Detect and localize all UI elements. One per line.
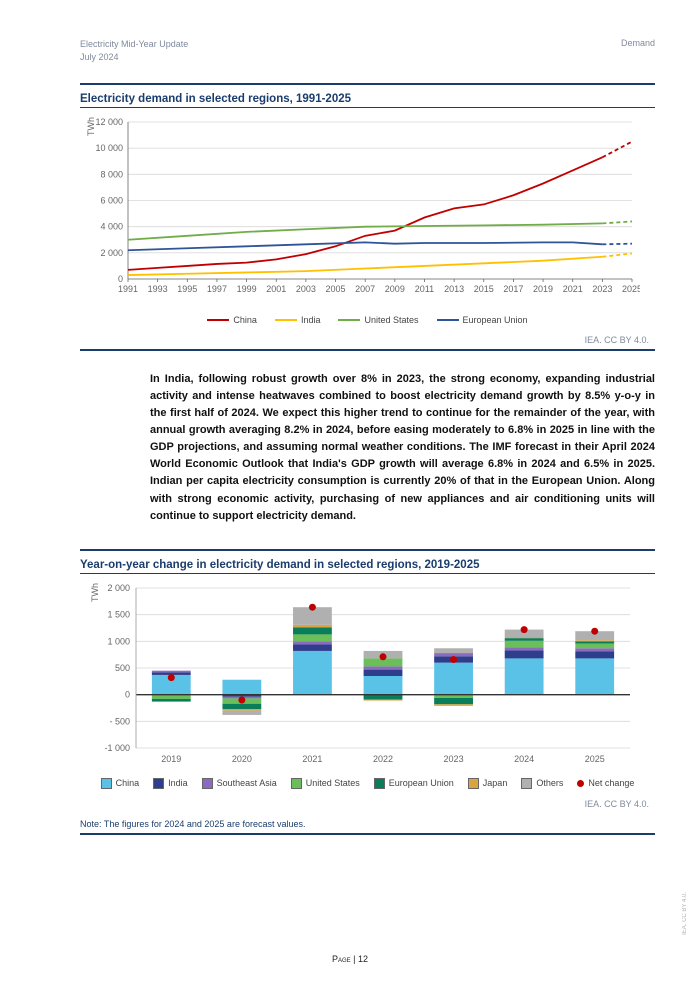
svg-text:2025: 2025 — [622, 284, 640, 294]
svg-text:10 000: 10 000 — [95, 143, 123, 153]
svg-text:2019: 2019 — [533, 284, 553, 294]
svg-text:1999: 1999 — [237, 284, 257, 294]
page-header: Electricity Mid-Year Update July 2024 De… — [80, 38, 655, 63]
svg-text:1995: 1995 — [177, 284, 197, 294]
svg-text:TWh: TWh — [86, 117, 96, 136]
svg-text:1991: 1991 — [118, 284, 138, 294]
legend-item: China — [101, 778, 140, 789]
legend-item: Net change — [577, 778, 634, 789]
page-number: Page | 12 — [0, 954, 700, 964]
svg-text:2023: 2023 — [444, 754, 464, 764]
legend-item: China — [207, 315, 257, 325]
side-attribution: IEA. CC BY 4.0. — [682, 892, 688, 935]
svg-text:2021: 2021 — [563, 284, 583, 294]
chart1-legend: China India United States European Union — [80, 315, 655, 325]
legend-item: India — [275, 315, 321, 325]
chart1-title: Electricity demand in selected regions, … — [80, 89, 655, 107]
svg-text:2025: 2025 — [585, 754, 605, 764]
chart2: -1 000 - 500 0 500 1 000 1 500 2 000 TWh 2019 202… — [80, 582, 655, 789]
svg-text:0: 0 — [118, 274, 123, 284]
chart2-legend: China India Southeast Asia United States Eur… — [80, 778, 655, 789]
svg-text:2003: 2003 — [296, 284, 316, 294]
legend-item: United States — [291, 778, 360, 789]
legend-item: European Union — [437, 315, 528, 325]
svg-text:2007: 2007 — [355, 284, 375, 294]
forecast-note: Note: The figures for 2024 and 2025 are … — [80, 813, 655, 833]
legend-item: Japan — [468, 778, 508, 789]
doc-title: Electricity Mid-Year Update — [80, 38, 188, 51]
svg-text:0: 0 — [125, 689, 130, 699]
svg-text:1 000: 1 000 — [107, 636, 130, 646]
svg-text:1 500: 1 500 — [107, 609, 130, 619]
svg-text:- 500: - 500 — [109, 716, 130, 726]
svg-text:2015: 2015 — [474, 284, 494, 294]
legend-item: Others — [521, 778, 563, 789]
svg-text:12 000: 12 000 — [95, 117, 123, 127]
chart1: 0 2 000 4 000 6 000 8 000 10 000 12 000 1991 199… — [80, 116, 655, 325]
body-paragraph: In India, following robust growth over 8… — [150, 371, 655, 524]
svg-text:2019: 2019 — [161, 754, 181, 764]
svg-text:2 000: 2 000 — [107, 583, 130, 593]
svg-text:2005: 2005 — [326, 284, 346, 294]
svg-text:TWh: TWh — [90, 583, 100, 602]
chart1-attribution: IEA. CC BY 4.0. — [80, 331, 655, 349]
svg-text:2017: 2017 — [503, 284, 523, 294]
svg-text:2009: 2009 — [385, 284, 405, 294]
chart2-title: Year-on-year change in electricity deman… — [80, 555, 655, 573]
svg-text:2011: 2011 — [415, 284, 434, 294]
svg-text:4 000: 4 000 — [100, 222, 123, 232]
svg-text:2 000: 2 000 — [100, 248, 123, 258]
legend-item: Southeast Asia — [202, 778, 277, 789]
svg-text:2022: 2022 — [373, 754, 393, 764]
svg-text:500: 500 — [115, 663, 130, 673]
svg-text:2001: 2001 — [266, 284, 286, 294]
legend-item: India — [153, 778, 188, 789]
legend-item: European Union — [374, 778, 454, 789]
svg-text:2024: 2024 — [514, 754, 534, 764]
svg-text:8 000: 8 000 — [100, 170, 123, 180]
svg-text:2023: 2023 — [592, 284, 612, 294]
svg-text:-1 000: -1 000 — [104, 743, 130, 753]
legend-item: United States — [338, 315, 418, 325]
svg-text:1997: 1997 — [207, 284, 227, 294]
chart2-attribution: IEA. CC BY 4.0. — [80, 795, 655, 813]
svg-text:2013: 2013 — [444, 284, 464, 294]
svg-text:1993: 1993 — [148, 284, 168, 294]
svg-text:6 000: 6 000 — [100, 196, 123, 206]
svg-text:2021: 2021 — [302, 754, 322, 764]
doc-date: July 2024 — [80, 51, 188, 64]
svg-text:2020: 2020 — [232, 754, 252, 764]
doc-section: Demand — [621, 38, 655, 63]
